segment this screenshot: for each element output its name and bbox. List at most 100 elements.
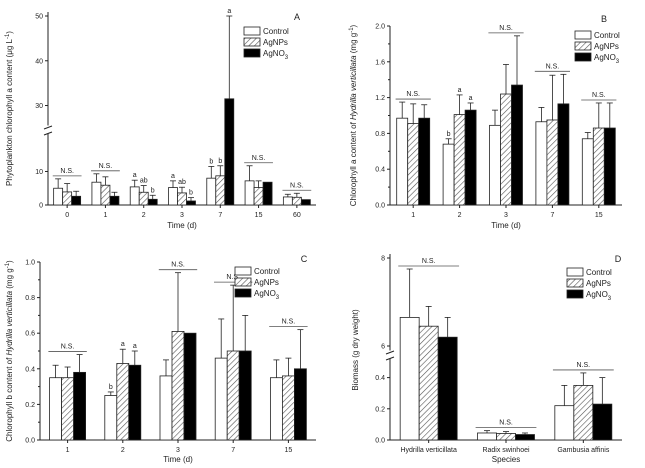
x-tick-label: 0 <box>65 212 69 219</box>
bar-agno3-3 <box>183 332 197 441</box>
significance-letter: a <box>133 343 137 350</box>
bar-agnps-7 <box>546 119 559 206</box>
panel-letter: B <box>601 14 607 24</box>
bar-agno3-1 <box>109 195 120 206</box>
y-tick-label: 0.2 <box>25 402 35 409</box>
x-tick-label: Hydrilla verticillata <box>400 447 457 454</box>
bar-agno3-radix-swinhoei <box>515 434 535 441</box>
x-tick-label: 3 <box>176 447 180 454</box>
significance-label: N.S. <box>226 274 240 281</box>
bar-agno3-2 <box>464 109 477 206</box>
x-tick-label: 15 <box>595 212 603 219</box>
bar-control-7 <box>535 121 548 206</box>
legend-swatch-agnps <box>234 277 252 287</box>
legend-label: AgNO3 <box>586 290 612 302</box>
x-tick-label: 60 <box>293 212 301 219</box>
panel-letter: A <box>294 12 300 22</box>
significance-label: N.S. <box>99 163 113 170</box>
bar-agno3-15 <box>603 127 616 206</box>
significance-letter: b <box>109 384 113 391</box>
legend-label-subscript: 3 <box>276 295 280 301</box>
legend-swatch-control <box>234 266 252 276</box>
significance-letter: a <box>458 87 462 94</box>
legend-label-main: AgNO <box>254 289 276 298</box>
significance-letter: ab <box>140 178 148 185</box>
significance-letter: b <box>218 158 222 165</box>
significance-letter: a <box>469 95 473 102</box>
bar-agno3-7 <box>238 350 252 441</box>
bar-control-3 <box>489 124 501 206</box>
legend-label-main: AgNPs <box>586 279 611 288</box>
bar-control-0 <box>53 187 64 206</box>
bar-agnps-3 <box>500 93 512 206</box>
legend-label: AgNPs <box>254 278 279 287</box>
bar-agno3-7 <box>557 103 570 206</box>
legend-swatch-control <box>243 26 261 36</box>
legend-label: AgNO3 <box>263 49 289 61</box>
significance-label: N.S. <box>577 362 591 369</box>
x-axis-label: Time (d) <box>167 221 197 230</box>
bar-agno3-2 <box>128 364 142 441</box>
legend-label-main: Control <box>263 27 289 36</box>
y-tick-label: 50 <box>35 14 43 21</box>
legend-swatch-agnps <box>243 37 261 47</box>
bar-agnps-1 <box>61 377 74 441</box>
legend: Control AgNPs AgNO3 <box>234 266 280 301</box>
x-tick-label: 7 <box>231 447 235 454</box>
legend-label: Control <box>586 268 612 277</box>
bar-control-15 <box>269 377 283 441</box>
legend-swatch-control <box>566 267 584 277</box>
panel-letter: D <box>615 254 622 264</box>
bar-agno3-3 <box>186 200 196 206</box>
significance-label: N.S. <box>290 182 304 189</box>
y-axis-label-part: ) <box>5 31 14 34</box>
significance-label: N.S. <box>499 25 513 32</box>
legend-label: AgNO3 <box>594 53 620 65</box>
bar-control-2 <box>129 186 140 206</box>
significance-letter: a <box>133 172 137 179</box>
y-tick-label: 0.8 <box>375 131 385 138</box>
bar-control-3 <box>168 187 178 206</box>
bar-agnps-7 <box>226 350 240 441</box>
panel-d-chart: 0.0 0.2 0.4 6 8 Hydrilla verticillata Radix sw… <box>351 254 622 464</box>
bar-agno3-0 <box>71 195 82 206</box>
significance-label: N.S. <box>406 91 420 98</box>
x-axis-label: Time (d) <box>163 455 193 464</box>
bar-agno3-7 <box>224 98 235 206</box>
significance-letter: a <box>171 173 175 180</box>
legend-label: Control <box>254 267 280 276</box>
legend-label-main: Control <box>254 267 280 276</box>
bar-control-7 <box>214 357 228 441</box>
bar-agno3-1 <box>73 371 86 441</box>
y-tick-label: 0.4 <box>375 167 385 174</box>
x-tick-label: 3 <box>504 212 508 219</box>
y-tick-label: 2.0 <box>375 24 385 31</box>
significance-letter: b <box>209 158 213 165</box>
bar-control-hydrilla-verticillata <box>399 316 420 441</box>
x-tick-label: 15 <box>285 447 293 454</box>
bar-control-2 <box>442 143 455 206</box>
bar-agnps-15 <box>592 127 605 206</box>
significance-label: N.S. <box>252 155 266 162</box>
legend-label: Control <box>263 27 289 36</box>
x-axis-label: Species <box>492 455 520 464</box>
panel-b-chart: 0.0 0.4 0.8 1.2 1.6 2.0 1 2 3 7 15 Time (d) Chloroph… <box>349 14 622 230</box>
y-tick-label: 0.0 <box>25 438 35 445</box>
y-axis-label-part: (mg g <box>5 268 14 291</box>
legend-swatch-agno3 <box>566 289 584 299</box>
significance-label: N.S. <box>61 344 75 351</box>
x-axis-label: Time (d) <box>491 221 521 230</box>
bar-control-15 <box>581 138 594 206</box>
y-tick-label: 1.0 <box>25 260 35 267</box>
y-axis-label-part: Chlorophyll a content of <box>349 120 358 206</box>
y-tick-label: 10 <box>35 169 43 176</box>
significance-label: N.S. <box>422 258 436 265</box>
x-tick-label: 7 <box>218 212 222 219</box>
legend-label: AgNPs <box>586 279 611 288</box>
bar-agno3-hydrilla-verticillata <box>437 336 458 441</box>
legend-swatch-control <box>574 30 592 40</box>
bar-agno3-3 <box>511 84 523 206</box>
x-tick-label: Radix swinhoei <box>482 447 530 454</box>
y-axis-label-part: -1 <box>349 27 355 33</box>
bar-agnps-hydrilla-verticillata <box>418 325 439 441</box>
